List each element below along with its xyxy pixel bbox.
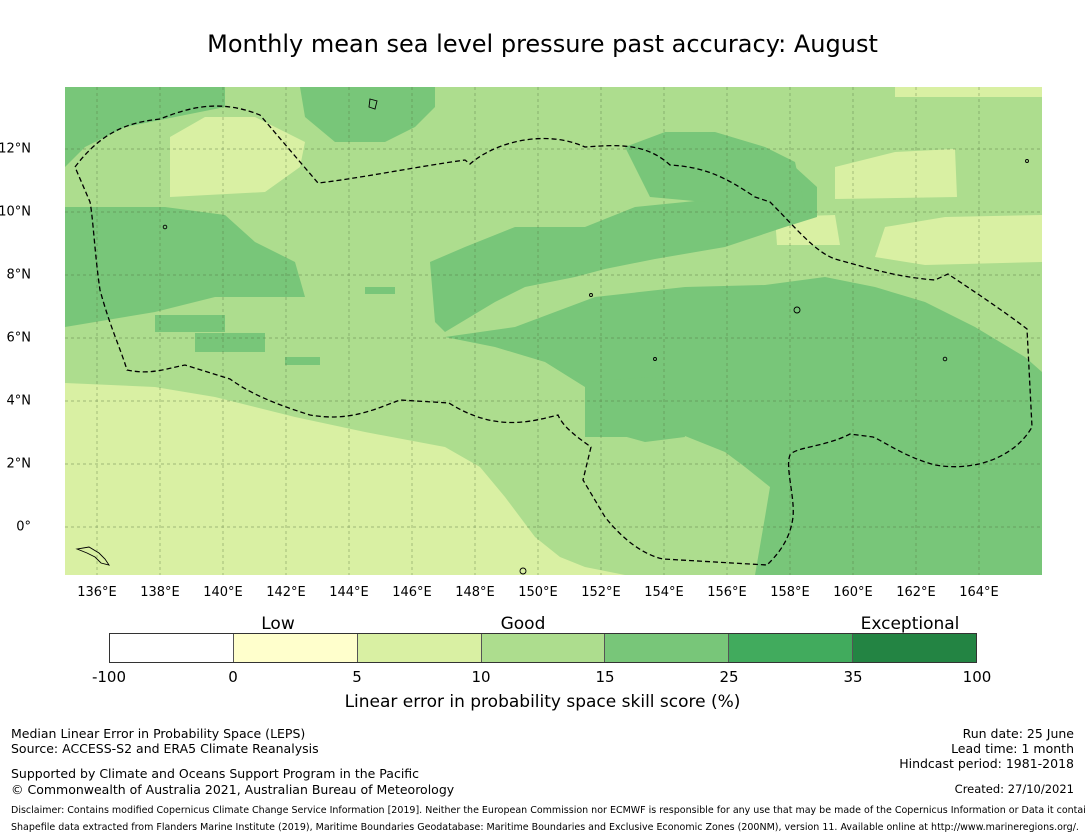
colorbar-segment [853, 634, 977, 662]
y-tick-label: 8°N [6, 267, 32, 283]
colorbar-category-good: Good [500, 614, 546, 634]
skill-map-svg [65, 87, 1042, 575]
footer-created: Created: 27/10/2021 [954, 782, 1074, 796]
colorbar-label: Linear error in probability space skill … [344, 692, 741, 712]
y-tick-label: 12°N [0, 141, 31, 157]
eez-boundary [74, 105, 1033, 566]
good-dark-regions [65, 87, 1042, 575]
colorbar-segment [605, 634, 730, 662]
map-title: Monthly mean sea level pressure past acc… [207, 30, 878, 58]
colorbar-segment [233, 634, 358, 662]
colorbar [109, 633, 977, 663]
y-tick-label: 6°N [6, 330, 32, 346]
x-tick-label: 162°E [896, 585, 936, 600]
colorbar-tick: 5 [352, 668, 362, 686]
map-gridlines [65, 87, 1042, 575]
colorbar-segment [481, 634, 606, 662]
colorbar-segment [110, 634, 234, 662]
footer-run-date: Run date: 25 June [962, 726, 1074, 741]
x-tick-label: 164°E [959, 585, 999, 600]
skill-map [65, 87, 1042, 575]
footer-source: Source: ACCESS-S2 and ERA5 Climate Reana… [11, 741, 319, 756]
colorbar-tick: -100 [91, 668, 127, 686]
colorbar-segment [729, 634, 854, 662]
x-tick-label: 146°E [392, 585, 432, 600]
footer-copyright: © Commonwealth of Australia 2021, Austra… [11, 782, 455, 797]
x-tick-label: 140°E [203, 585, 243, 600]
island-outlines [75, 98, 1029, 575]
colorbar-tick: 100 [962, 668, 992, 686]
footer-disclaimer: Disclaimer: Contains modified Copernicus… [11, 805, 1085, 816]
x-tick-label: 136°E [77, 585, 117, 600]
footer-shapefile-credit: Shapefile data extracted from Flanders M… [11, 822, 1079, 833]
colorbar-tick: 15 [595, 668, 615, 686]
y-tick-label: 4°N [6, 393, 32, 409]
x-tick-label: 148°E [455, 585, 495, 600]
colorbar-segment [357, 634, 482, 662]
footer-support: Supported by Climate and Oceans Support … [11, 766, 420, 781]
x-tick-label: 152°E [581, 585, 621, 600]
y-tick-label: 2°N [6, 456, 32, 472]
x-tick-label: 150°E [518, 585, 558, 600]
colorbar-category-exceptional: Exceptional [860, 614, 960, 634]
colorbar-category-low: Low [261, 614, 295, 634]
x-tick-label: 160°E [833, 585, 873, 600]
footer-hindcast: Hindcast period: 1981-2018 [899, 756, 1074, 771]
colorbar-tick: 35 [843, 668, 863, 686]
y-tick-label: 0° [16, 519, 31, 535]
x-tick-label: 138°E [140, 585, 180, 600]
x-tick-label: 144°E [329, 585, 369, 600]
y-tick-label: 10°N [0, 204, 31, 220]
x-tick-label: 142°E [266, 585, 306, 600]
footer-lead-time: Lead time: 1 month [951, 741, 1074, 756]
x-tick-label: 156°E [707, 585, 747, 600]
colorbar-tick: 0 [228, 668, 238, 686]
footer-method: Median Linear Error in Probability Space… [11, 726, 306, 741]
x-tick-label: 154°E [644, 585, 684, 600]
x-tick-label: 158°E [770, 585, 810, 600]
colorbar-tick: 10 [471, 668, 491, 686]
colorbar-tick: 25 [719, 668, 739, 686]
